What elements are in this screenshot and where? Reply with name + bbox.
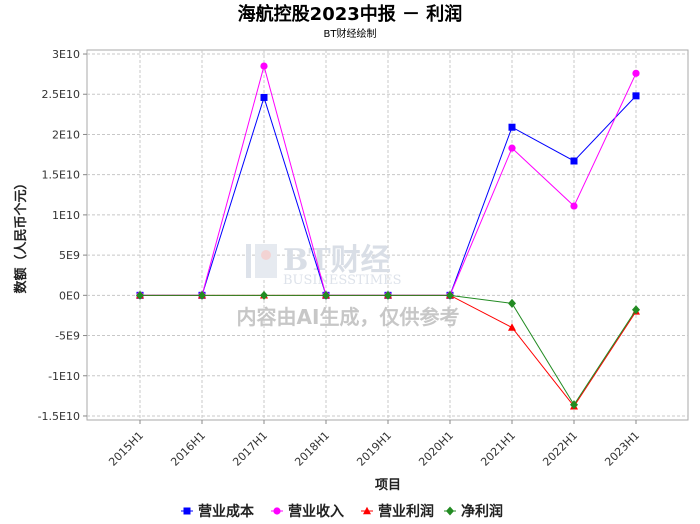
- watermark-logo-dot: [261, 250, 271, 260]
- data-point: [632, 305, 640, 315]
- legend-label: 营业利润: [378, 503, 434, 520]
- watermark-notice: 内容由AI生成，仅供参考: [237, 305, 460, 329]
- x-tick-label: 2016H1: [168, 429, 208, 469]
- data-point: [632, 92, 640, 100]
- data-point: [260, 93, 268, 101]
- series-group: [136, 290, 640, 410]
- y-tick-label: 2E10: [52, 128, 80, 141]
- legend-marker: [273, 507, 281, 515]
- y-tick-label: 1.5E10: [42, 169, 80, 182]
- data-point: [632, 69, 640, 77]
- x-tick-label: 2015H1: [106, 429, 146, 469]
- data-point: [260, 62, 268, 70]
- data-point: [198, 290, 206, 300]
- x-axis-ticks: 2015H1 2016H1 2017H1 2018H1 2019H1 2020H1 2021…: [106, 420, 642, 469]
- watermark-logo-block: [255, 244, 277, 278]
- x-tick-label: 2023H1: [602, 429, 642, 469]
- y-tick-label: 3E10: [52, 48, 80, 61]
- legend-item: 营业收入: [271, 503, 344, 520]
- chart-title: 海航控股2023中报 － 利润: [238, 3, 463, 25]
- y-tick-label: -1.5E10: [38, 410, 80, 423]
- data-point: [508, 123, 516, 131]
- data-point: [570, 157, 578, 165]
- y-tick-label: 2.5E10: [42, 88, 80, 101]
- x-tick-label: 2020H1: [416, 429, 456, 469]
- legend-item: 营业利润: [361, 503, 434, 520]
- legend-label: 营业成本: [198, 503, 255, 520]
- x-axis-label: 项目: [375, 478, 401, 493]
- y-tick-label: -5E9: [55, 330, 80, 343]
- data-point: [508, 144, 516, 152]
- y-tick-label: 0E0: [59, 289, 80, 302]
- legend-marker: [363, 506, 371, 515]
- data-point: [570, 400, 578, 410]
- watermark: BT财经 BUSINESSTIMES 内容由AI生成，仅供参考: [237, 243, 460, 329]
- data-point: [322, 290, 330, 300]
- legend-label: 净利润: [461, 503, 503, 520]
- legend-marker: [183, 507, 191, 515]
- watermark-brand: BT财经: [283, 243, 391, 278]
- legend-item: 营业成本: [181, 503, 255, 520]
- legend-label: 营业收入: [288, 503, 344, 520]
- x-tick-label: 2019H1: [354, 429, 394, 469]
- data-point: [136, 290, 144, 300]
- data-point: [508, 323, 516, 331]
- chart-subtitle: BT财经绘制: [324, 27, 377, 40]
- data-point: [446, 290, 454, 300]
- legend-marker: [446, 506, 454, 516]
- watermark-brand-sub: BUSINESSTIMES: [283, 273, 402, 288]
- data-point: [384, 290, 392, 300]
- x-tick-label: 2018H1: [292, 429, 332, 469]
- gridlines: [87, 50, 688, 420]
- data-point: [508, 298, 516, 308]
- y-tick-label: 5E9: [59, 249, 80, 262]
- y-tick-label: 1E10: [52, 209, 80, 222]
- legend-item: 净利润: [444, 503, 503, 520]
- x-tick-label: 2017H1: [230, 429, 270, 469]
- watermark-logo-bar: [246, 244, 251, 278]
- x-tick-label: 2022H1: [540, 429, 580, 469]
- x-tick-label: 2021H1: [478, 429, 518, 469]
- y-tick-label: -1E10: [48, 370, 80, 383]
- legend: 营业成本 营业收入 营业利润 净利润: [181, 503, 503, 520]
- y-axis-label: 数额（人民币个元）: [13, 176, 29, 293]
- y-axis-ticks: -1.5E10 -1E10 -5E9 0E0 5E9 1E10 1.5E10 2E10 2.5E…: [38, 48, 87, 423]
- series-layer: [136, 62, 640, 410]
- data-point: [260, 290, 268, 300]
- data-point: [570, 202, 578, 210]
